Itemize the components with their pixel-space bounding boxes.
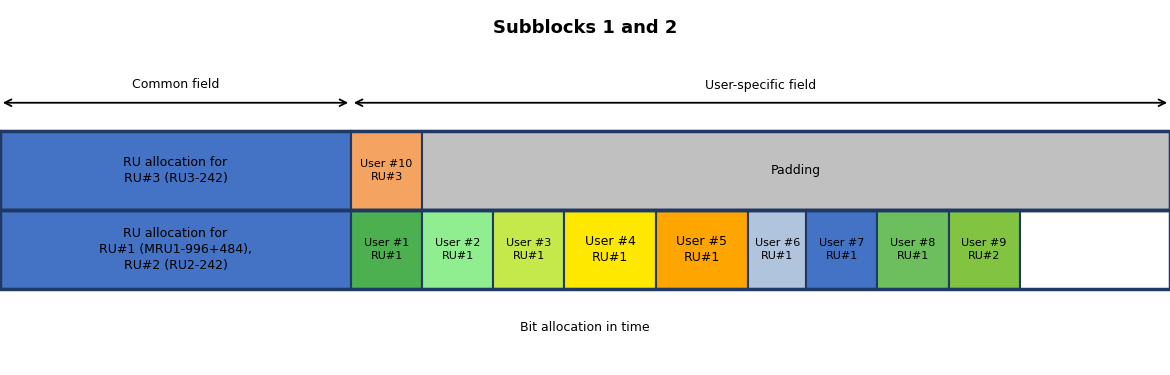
Bar [878, 210, 949, 289]
Text: User #7
RU#1: User #7 RU#1 [819, 238, 865, 261]
Bar [351, 210, 422, 289]
Text: User #5
RU#1: User #5 RU#1 [676, 235, 728, 264]
Bar [422, 131, 1170, 210]
Bar [806, 210, 878, 289]
Text: User #3
RU#1: User #3 RU#1 [505, 238, 551, 261]
Text: RU allocation for
RU#3 (RU3-242): RU allocation for RU#3 (RU3-242) [124, 156, 227, 185]
Text: Common field: Common field [132, 78, 219, 92]
Bar [949, 210, 1019, 289]
Text: User #1
RU#1: User #1 RU#1 [364, 238, 410, 261]
Text: User #9
RU#2: User #9 RU#2 [962, 238, 1006, 261]
Bar [351, 131, 422, 210]
Text: RU allocation for
RU#1 (MRU1-996+484),
RU#2 (RU2-242): RU allocation for RU#1 (MRU1-996+484), R… [99, 227, 252, 272]
Text: Subblocks 1 and 2: Subblocks 1 and 2 [493, 19, 677, 37]
Bar [564, 210, 656, 289]
Text: Bit allocation in time: Bit allocation in time [521, 321, 649, 334]
Bar [748, 210, 806, 289]
Text: User #8
RU#1: User #8 RU#1 [890, 238, 936, 261]
Text: User-specific field: User-specific field [706, 78, 815, 92]
Bar [0, 210, 1170, 289]
Text: User #10
RU#3: User #10 RU#3 [360, 159, 413, 182]
Bar [0, 210, 351, 289]
Bar [493, 210, 564, 289]
Bar [0, 131, 1170, 210]
Bar [422, 210, 493, 289]
Text: User #4
RU#1: User #4 RU#1 [585, 235, 635, 264]
Text: User #2
RU#1: User #2 RU#1 [435, 238, 480, 261]
Text: Padding: Padding [771, 164, 821, 177]
Text: User #6
RU#1: User #6 RU#1 [755, 238, 800, 261]
Bar [656, 210, 748, 289]
Bar [0, 131, 351, 210]
